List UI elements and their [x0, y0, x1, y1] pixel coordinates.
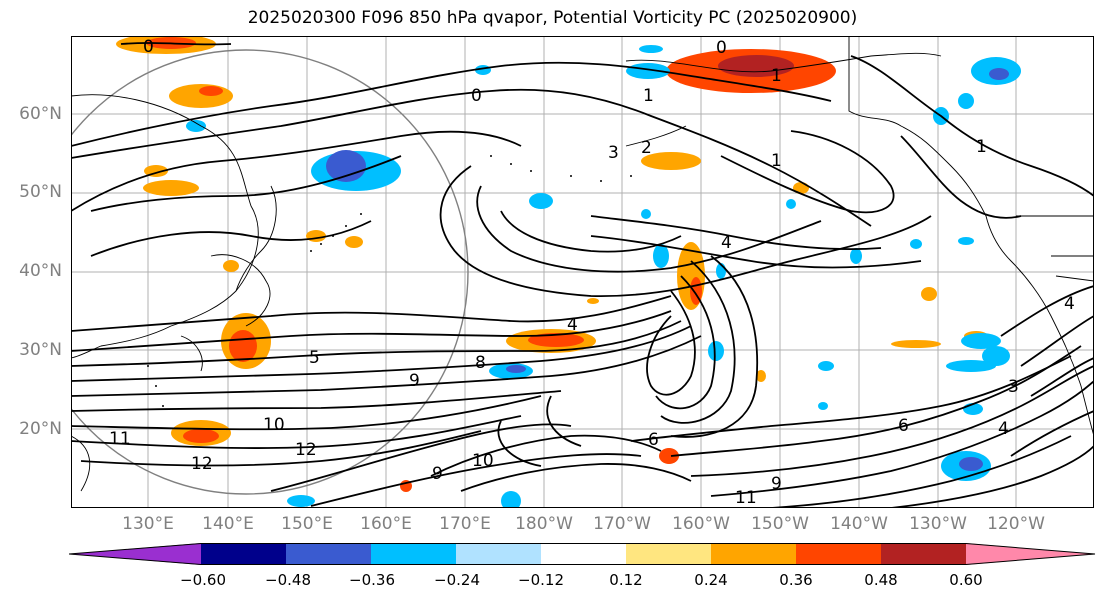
contour-label: 3	[608, 143, 619, 163]
contour-label: 10	[263, 415, 285, 435]
contour-label: 8	[475, 353, 486, 373]
contour-label: 1	[976, 137, 987, 157]
colorbar-tick: 0.60	[949, 571, 983, 589]
contour-label: 3	[1008, 377, 1019, 397]
lon-label-150e: 150°E	[281, 514, 333, 534]
lon-label-140e: 140°E	[202, 514, 254, 534]
colorbar-bin	[711, 543, 796, 565]
contour-label: 0	[143, 37, 154, 57]
contour-label: 12	[191, 454, 213, 474]
contour-label: 1	[643, 86, 654, 106]
contour-label: 4	[567, 315, 578, 335]
lon-label-180w: 180°W	[515, 514, 573, 534]
colorbar-tick: 0.36	[779, 571, 813, 589]
contour-label: 0	[716, 38, 727, 58]
colorbar-bin	[541, 543, 626, 565]
colorbar-tick: 0.12	[609, 571, 643, 589]
colorbar-tick: 0.48	[864, 571, 898, 589]
lon-label-170w: 170°W	[593, 514, 651, 534]
graticule	[71, 36, 1094, 508]
colorbar	[69, 543, 1096, 565]
contour-label: 4	[998, 419, 1009, 439]
lon-label-130e: 130°E	[122, 514, 174, 534]
colorbar-tick: −0.12	[518, 571, 564, 589]
colorbar-tick: −0.60	[180, 571, 226, 589]
colorbar-tick: −0.36	[349, 571, 395, 589]
lon-label-140w: 140°W	[830, 514, 888, 534]
colorbar-bin	[456, 543, 541, 565]
range-ring	[71, 49, 469, 495]
contour-label: 6	[898, 416, 909, 436]
lon-label-170e: 170°E	[439, 514, 491, 534]
lon-label-160e: 160°E	[360, 514, 412, 534]
colorbar-bin	[881, 543, 966, 565]
colorbar-bin	[626, 543, 711, 565]
colorbar-bin	[796, 543, 881, 565]
contour-label: 4	[721, 233, 732, 253]
contour-label: 10	[472, 451, 494, 471]
contour-label: 9	[432, 464, 443, 484]
map-panel: 0 0 0 1 1 1 2 3 4 4 4 5 6 6 8 9 9 10 10 …	[71, 36, 1094, 508]
contour-label: 1	[771, 151, 782, 171]
colorbar-tick: −0.48	[265, 571, 311, 589]
lat-label-20n: 20°N	[19, 419, 62, 439]
contour-label: 6	[648, 430, 659, 450]
contour-label: 0	[471, 86, 482, 106]
colorbar-tick: −0.24	[434, 571, 480, 589]
colorbar-max-extension	[966, 543, 1095, 565]
colorbar-bin	[371, 543, 456, 565]
lat-label-50n: 50°N	[19, 182, 62, 202]
contour-label: 4	[1064, 294, 1075, 314]
contour-label: 2	[641, 138, 652, 158]
colorbar-bin	[201, 543, 286, 565]
lat-label-40n: 40°N	[19, 261, 62, 281]
contour-label: 9	[771, 474, 782, 494]
contour-label: 11	[109, 429, 131, 449]
negative-shading	[186, 45, 1021, 508]
lon-label-150w: 150°W	[751, 514, 809, 534]
lat-label-30n: 30°N	[19, 340, 62, 360]
contour-labels: 0 0 0 1 1 1 2 3 4 4 4 5 6 6 8 9 9 10 10 …	[109, 37, 1075, 508]
colorbar-bin	[286, 543, 371, 565]
lon-label-120w: 120°W	[987, 514, 1045, 534]
map-title: 2025020300 F096 850 hPa qvapor, Potentia…	[247, 8, 858, 28]
island-chain	[147, 155, 632, 407]
colorbar-tick: 0.24	[694, 571, 728, 589]
contour-label: 11	[735, 488, 757, 508]
colorbar-min-extension	[69, 543, 201, 565]
lat-label-60n: 60°N	[19, 104, 62, 124]
lon-label-130w: 130°W	[909, 514, 967, 534]
contour-label: 12	[295, 440, 317, 460]
pv-contours	[71, 42, 1094, 508]
contour-label: 5	[309, 348, 320, 368]
contour-label: 9	[409, 371, 420, 391]
contour-label: 1	[771, 66, 782, 86]
lon-label-160w: 160°W	[672, 514, 730, 534]
